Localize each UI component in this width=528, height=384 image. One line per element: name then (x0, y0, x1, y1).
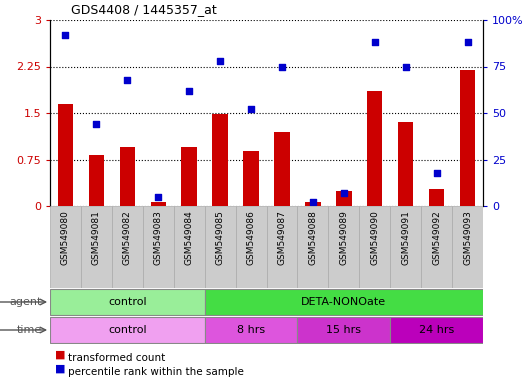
Point (401, 63, 410, 70)
Text: control: control (108, 297, 147, 307)
Bar (274, 132, 290, 206)
Bar (429, 189, 445, 206)
Text: GSM549091: GSM549091 (401, 210, 410, 265)
Bar (305, 202, 320, 206)
Text: 8 hrs: 8 hrs (237, 325, 265, 335)
Text: transformed count: transformed count (69, 353, 166, 363)
Bar (182, 147, 197, 206)
Point (92, 121, 101, 127)
Text: GSM549093: GSM549093 (463, 210, 472, 265)
Point (247, 106, 255, 113)
Point (123, 76, 131, 83)
Bar (212, 114, 228, 206)
Bar (89, 155, 104, 206)
Text: DETA-NONOate: DETA-NONOate (301, 297, 386, 307)
Point (371, 39, 379, 45)
Text: GSM549089: GSM549089 (340, 210, 348, 265)
Bar (205, 206, 235, 288)
Bar (297, 316, 390, 343)
Bar (205, 316, 297, 343)
Text: GSM549090: GSM549090 (370, 210, 379, 265)
Bar (174, 206, 205, 288)
Bar (336, 190, 352, 206)
Text: ■: ■ (55, 350, 66, 360)
Text: GSM549083: GSM549083 (154, 210, 163, 265)
Bar (119, 147, 135, 206)
Bar (359, 206, 390, 288)
Point (61, 32, 70, 38)
Bar (81, 206, 112, 288)
Bar (297, 206, 328, 288)
Text: control: control (108, 325, 147, 335)
Text: GSM549080: GSM549080 (61, 210, 70, 265)
Text: GSM549086: GSM549086 (247, 210, 256, 265)
Point (216, 58, 224, 64)
Point (185, 88, 193, 94)
Text: ■: ■ (55, 364, 66, 374)
Text: percentile rank within the sample: percentile rank within the sample (69, 367, 244, 377)
Bar (58, 104, 73, 206)
Text: 15 hrs: 15 hrs (326, 325, 361, 335)
Bar (367, 91, 382, 206)
Point (278, 63, 286, 70)
Bar (50, 206, 81, 288)
Bar (452, 206, 483, 288)
Bar (143, 206, 174, 288)
Bar (398, 122, 413, 206)
Bar (150, 202, 166, 206)
Bar (235, 206, 267, 288)
Bar (205, 288, 483, 315)
Text: 24 hrs: 24 hrs (419, 325, 454, 335)
Bar (50, 316, 205, 343)
Point (340, 190, 348, 196)
Text: GSM549082: GSM549082 (123, 210, 132, 265)
Text: GSM549088: GSM549088 (308, 210, 317, 265)
Bar (421, 206, 452, 288)
Text: GSM549092: GSM549092 (432, 210, 441, 265)
Bar (328, 206, 359, 288)
Bar (460, 70, 475, 206)
Text: GDS4408 / 1445357_at: GDS4408 / 1445357_at (71, 3, 217, 16)
Point (154, 194, 163, 200)
Bar (267, 206, 297, 288)
Text: GSM549081: GSM549081 (92, 210, 101, 265)
Text: time: time (17, 325, 42, 335)
Point (309, 199, 317, 205)
Text: GSM549084: GSM549084 (185, 210, 194, 265)
Text: GSM549087: GSM549087 (278, 210, 287, 265)
Text: GSM549085: GSM549085 (215, 210, 224, 265)
Point (463, 39, 472, 45)
Text: agent: agent (10, 297, 42, 307)
Bar (112, 206, 143, 288)
Bar (50, 288, 205, 315)
Bar (390, 316, 483, 343)
Bar (243, 151, 259, 206)
Point (432, 169, 441, 175)
Bar (390, 206, 421, 288)
